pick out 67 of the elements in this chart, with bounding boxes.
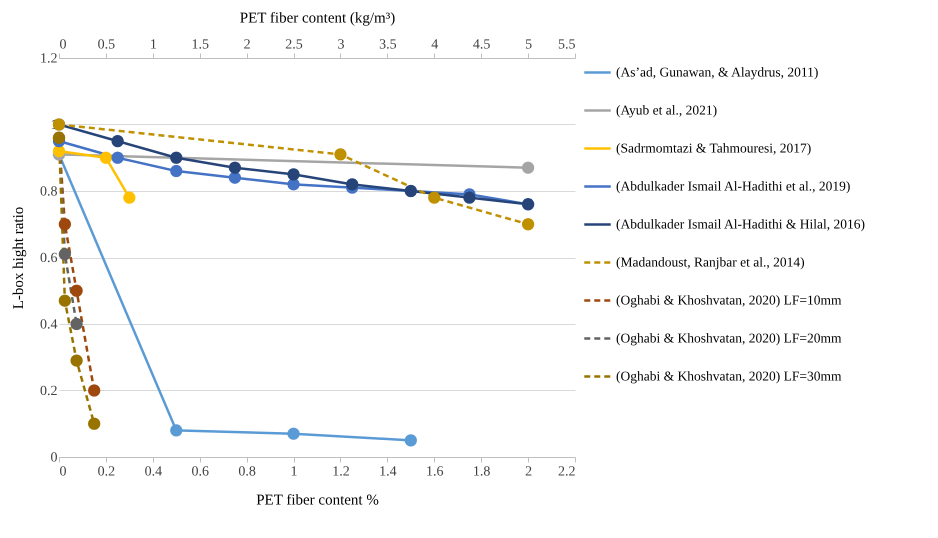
x-tick-label: 0.6 [191, 464, 209, 480]
legend-label: (Sadrmomtazi & Tahmouresi, 2017) [616, 140, 812, 156]
y-tick-label: 0.2 [40, 384, 58, 399]
point [228, 172, 242, 184]
x-tick-label: 0.8 [238, 464, 256, 480]
point [170, 424, 182, 437]
x-axis-title: PET fiber content % [256, 492, 379, 508]
x-tick-label: 1.4 [379, 464, 397, 480]
x-tick-label: 1.2 [332, 464, 350, 480]
point [170, 152, 182, 164]
x2-tick-label: 2.5 [285, 38, 303, 52]
point [346, 178, 358, 190]
x2-tick-label: 5 [525, 38, 532, 52]
x-tick-label: 1 [290, 464, 298, 480]
x2-tick-label: 0.5 [98, 38, 116, 52]
point [463, 192, 476, 204]
y-tick-label: 1.2 [40, 52, 58, 66]
x2-tick-label: 4.5 [472, 38, 490, 52]
point [228, 162, 242, 174]
point [70, 284, 83, 297]
point [70, 318, 83, 330]
point [522, 162, 534, 174]
y-tick-label: 0.8 [40, 184, 58, 200]
legend-label: (Oghabi & Khoshvatan, 2020) LF=20mm [616, 330, 842, 346]
x2-tick-label: 2 [244, 38, 251, 52]
y-tick-label: 0.6 [40, 251, 58, 266]
legend-label: (Oghabi & Khoshvatan, 2020) LF=10mm [616, 292, 842, 308]
x-tick-label: 2 [525, 464, 532, 480]
x2-axis-title: PET fiber content (kg/m³) [240, 10, 396, 26]
point [70, 354, 83, 367]
x-tick-label: 1.8 [472, 464, 490, 480]
legend-label: (Ayub et al., 2021) [616, 102, 718, 118]
point [52, 144, 66, 158]
point [287, 168, 300, 180]
x-tick-label: 1.6 [426, 464, 444, 480]
point [58, 294, 71, 307]
point [522, 218, 534, 230]
x2-tick-label: 5.5 [558, 38, 576, 52]
point [428, 192, 440, 204]
point [58, 248, 71, 260]
x-tick-label: 0.4 [144, 464, 162, 480]
x2-tick-label: 1 [150, 38, 157, 52]
legend-label: (Abdulkader Ismail Al-Hadithi et al., 2019) [616, 178, 850, 194]
legend-label: (Abdulkader Ismail Al-Hadithi & Hilal, 2016) [616, 216, 865, 232]
point [287, 428, 300, 440]
y-tick-label: 0.4 [40, 318, 58, 332]
legend-label: (Oghabi & Khoshvatan, 2020) LF=30mm [616, 368, 842, 384]
legend-label: (Madandoust, Ranjbar et al., 2014) [616, 254, 805, 270]
point [58, 218, 71, 230]
point [170, 164, 182, 178]
y-tick-label: 0 [50, 450, 58, 466]
point [88, 384, 100, 397]
point [112, 152, 124, 164]
x2-tick-label: 3.5 [379, 38, 397, 52]
point [88, 418, 100, 430]
x2-tick-label: 4 [431, 38, 438, 52]
x2-tick-label: 1.5 [191, 38, 209, 52]
x-tick-label: 2.2 [558, 464, 576, 480]
x-tick-label: 0.2 [98, 464, 116, 480]
point [404, 434, 417, 446]
point [123, 192, 136, 204]
point [334, 148, 347, 161]
point [100, 152, 112, 164]
y-axis-title: L-box hight ratio [11, 206, 27, 310]
x2-tick-label: 3 [337, 38, 344, 52]
point [112, 135, 124, 148]
legend-label: (As’ad, Gunawan, & Alaydrus, 2011) [616, 64, 818, 80]
